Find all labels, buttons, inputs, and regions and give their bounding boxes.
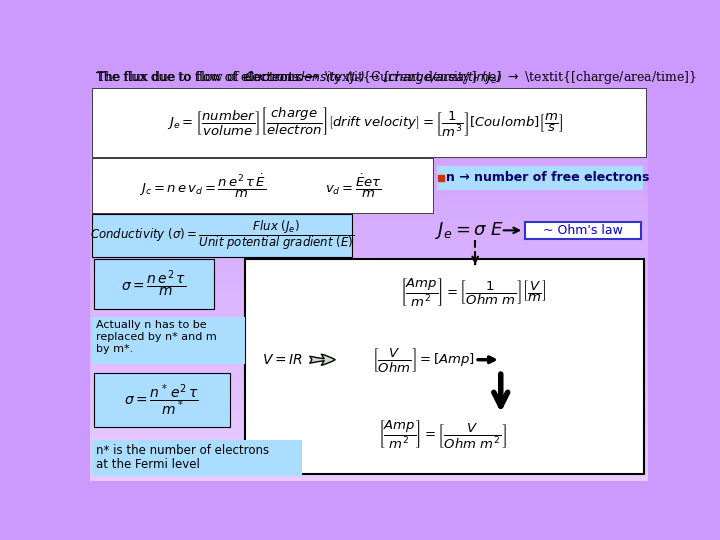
Bar bbox=[94, 259, 214, 309]
Text: Current density (Jₑ) → [charge/area/time]: Current density (Jₑ) → [charge/area/time… bbox=[245, 71, 501, 84]
Text: The flux due to flow of electrons $\rightarrow$ \textit{Current density} $(J_e)$: The flux due to flow of electrons $\righ… bbox=[96, 69, 698, 86]
Text: $v_d = \dfrac{\dot{E}e\tau}{m}$: $v_d = \dfrac{\dot{E}e\tau}{m}$ bbox=[325, 172, 382, 200]
Text: $\left[\dfrac{V}{Ohm}\right] = \left[Amp\right]$: $\left[\dfrac{V}{Ohm}\right] = \left[Amp… bbox=[372, 346, 474, 374]
Text: $V = IR$: $V = IR$ bbox=[262, 353, 302, 367]
Text: $\left[\dfrac{Amp}{m^2}\right] = \left[\dfrac{1}{Ohm\ m}\right]\left[\dfrac{V}{m: $\left[\dfrac{Amp}{m^2}\right] = \left[\… bbox=[400, 276, 547, 308]
Text: $\sigma = \dfrac{n\,e^2\,\tau}{m}$: $\sigma = \dfrac{n\,e^2\,\tau}{m}$ bbox=[121, 268, 186, 299]
Text: $J_e = \sigma\ E$: $J_e = \sigma\ E$ bbox=[435, 220, 504, 241]
Bar bbox=[92, 88, 646, 157]
Bar bbox=[92, 318, 245, 363]
Text: Actually n has to be
replaced by n* and m
by m*.: Actually n has to be replaced by n* and … bbox=[96, 320, 217, 354]
Bar bbox=[92, 158, 433, 213]
Bar bbox=[525, 222, 641, 239]
Text: $J_e = \left[\dfrac{number}{volume}\right]\left[\dfrac{charge}{electron}\right]\: $J_e = \left[\dfrac{number}{volume}\righ… bbox=[167, 106, 563, 139]
Bar bbox=[437, 166, 642, 190]
FancyArrowPatch shape bbox=[310, 354, 336, 365]
Text: $J_c = n\,e\,v_d = \dfrac{n\,e^2\,\tau\,\dot{E}}{m}$: $J_c = n\,e\,v_d = \dfrac{n\,e^2\,\tau\,… bbox=[139, 172, 266, 200]
Bar bbox=[94, 373, 230, 427]
Text: $\sigma = \dfrac{n^*\,e^2\,\tau}{m^*}$: $\sigma = \dfrac{n^*\,e^2\,\tau}{m^*}$ bbox=[124, 382, 199, 417]
Text: n → number of free electrons: n → number of free electrons bbox=[446, 172, 650, 185]
Text: The flux due to flow of electrons →: The flux due to flow of electrons → bbox=[96, 71, 318, 84]
Bar bbox=[92, 440, 302, 476]
Bar bbox=[92, 214, 352, 256]
Text: $\mathit{Conductivity\ (\sigma) = \dfrac{Flux\ (J_e)}{Unit\ potential\ gradient\: $\mathit{Conductivity\ (\sigma) = \dfrac… bbox=[89, 218, 354, 252]
Bar bbox=[245, 259, 644, 475]
Text: n* is the number of electrons
at the Fermi level: n* is the number of electrons at the Fer… bbox=[96, 443, 269, 471]
Text: ~ Ohm's law: ~ Ohm's law bbox=[543, 224, 623, 237]
Text: $\left[\dfrac{Amp}{m^2}\right] = \left[\dfrac{V}{Ohm\ m^2}\right]$: $\left[\dfrac{Amp}{m^2}\right] = \left[\… bbox=[378, 418, 507, 450]
